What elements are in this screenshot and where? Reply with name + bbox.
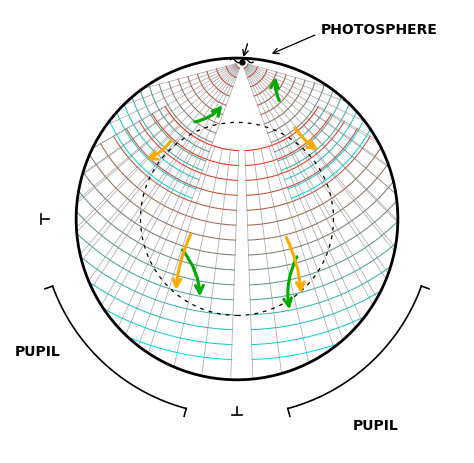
FancyArrowPatch shape	[286, 238, 304, 290]
Text: PUPIL: PUPIL	[15, 344, 61, 358]
FancyArrowPatch shape	[149, 141, 171, 160]
FancyArrowPatch shape	[271, 81, 279, 101]
FancyArrowPatch shape	[195, 109, 220, 123]
FancyArrowPatch shape	[182, 250, 203, 294]
Text: PUPIL: PUPIL	[353, 418, 399, 432]
FancyArrowPatch shape	[295, 129, 315, 149]
FancyArrowPatch shape	[173, 235, 191, 287]
FancyArrowPatch shape	[284, 257, 297, 307]
Text: PHOTOSPHERE: PHOTOSPHERE	[320, 23, 438, 37]
